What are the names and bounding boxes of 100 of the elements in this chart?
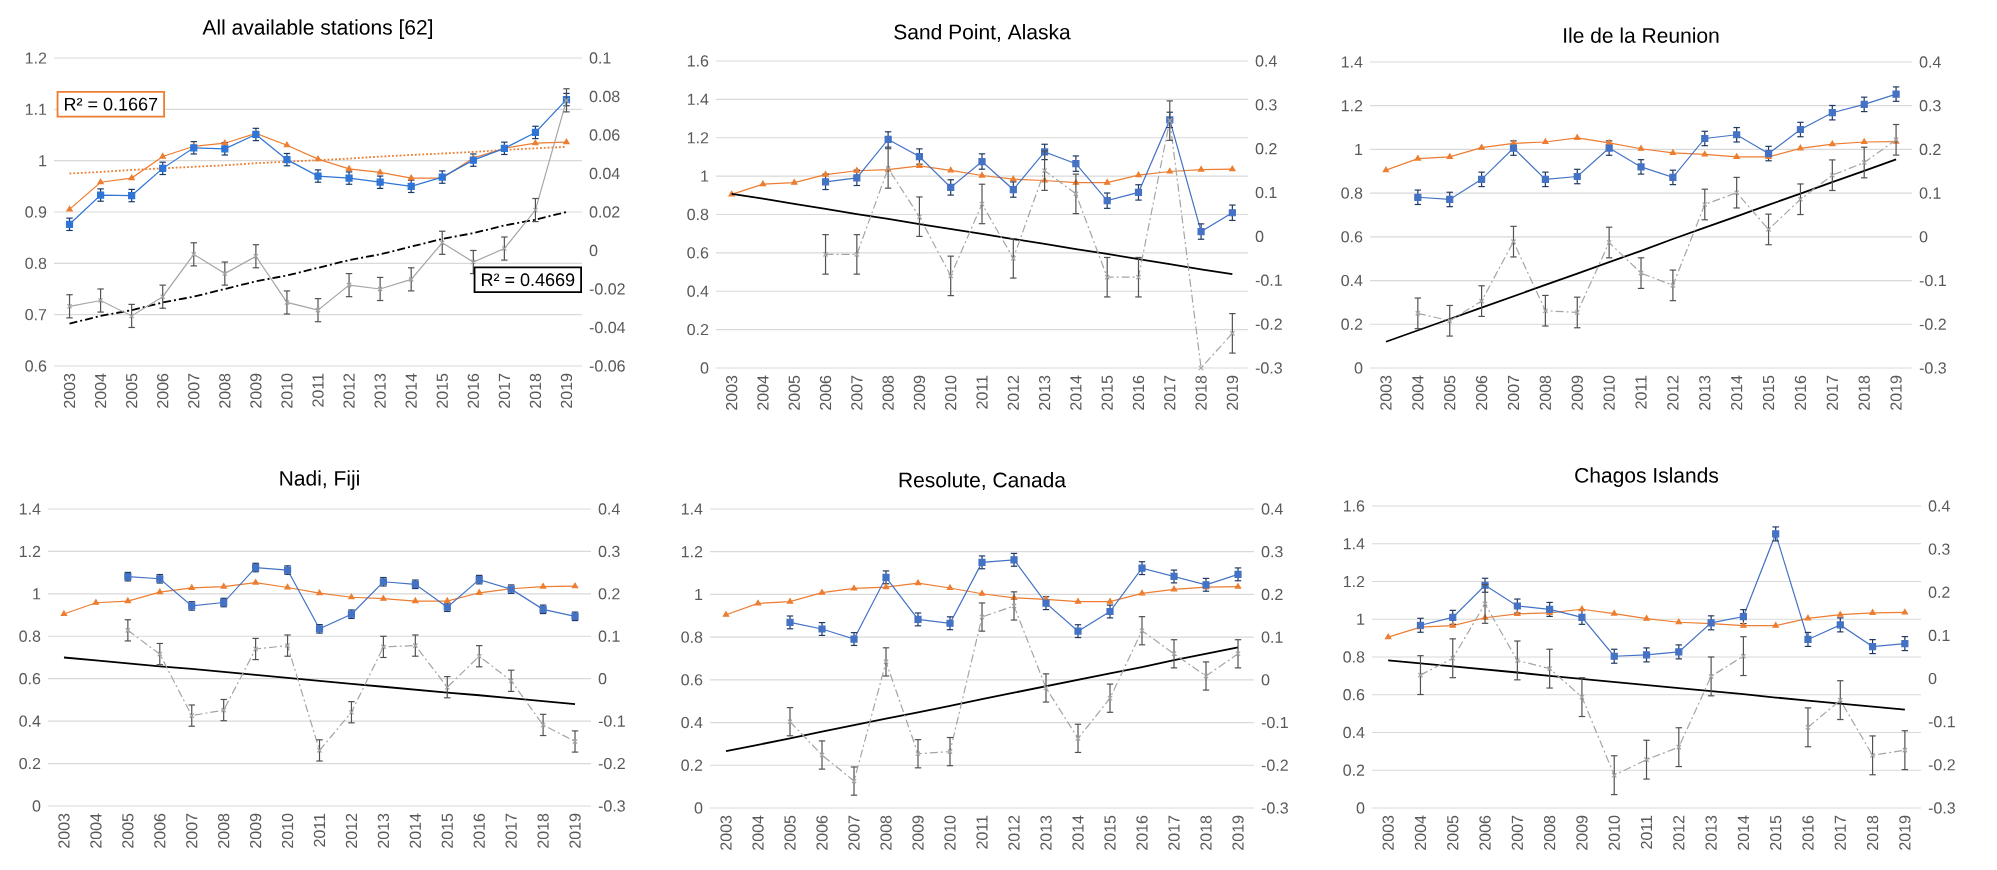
x-tick-label: 2008 (218, 813, 230, 848)
x-tick-label: 2018 (537, 813, 549, 848)
x-tick-label: 2005 (1444, 375, 1456, 410)
y-tick-label: 0.2 (19, 757, 41, 770)
x-tick-label: 2018 (1200, 815, 1212, 850)
y-tick-label: 1 (1355, 143, 1363, 155)
y2-tick-label: 0 (1255, 230, 1264, 243)
y-tick-label: 1.2 (25, 52, 47, 64)
y2-tick-label: -0.3 (598, 800, 625, 812)
x-tick-label: 2009 (913, 375, 926, 410)
x-tick-label: 2012 (1673, 815, 1685, 850)
x-tick-label: 2006 (816, 815, 828, 850)
x-tick-label: 2015 (1770, 815, 1782, 850)
y-tick-label: 0.2 (1341, 318, 1363, 330)
y2-tick-label: 0.06 (589, 129, 620, 141)
x-tick-label: 2016 (1794, 375, 1807, 410)
y-tick-label: 0.4 (1341, 274, 1363, 287)
y2-tick-label: -0.1 (1919, 274, 1946, 287)
x-tick-label: 2010 (1608, 815, 1620, 850)
y-tick-label: 0.8 (25, 257, 47, 269)
y2-tick-label: 0.2 (598, 588, 620, 600)
x-tick-label: 2016 (1802, 815, 1814, 850)
y-tick-label: 1.2 (687, 132, 709, 144)
y-tick-label: 1.6 (687, 55, 709, 67)
chart-title: Resolute, Canada (899, 472, 1067, 490)
y2-tick-label: 0.3 (1255, 99, 1277, 111)
x-tick-label: 2015 (1101, 375, 1113, 410)
x-tick-label: 2009 (1576, 815, 1588, 850)
x-tick-label: 2010 (944, 815, 956, 850)
annotation: R² = 0.1667 (65, 97, 158, 111)
y-tick-label: 1 (33, 588, 41, 600)
x-tick-label: 2005 (1447, 815, 1459, 850)
x-tick-label: 2003 (1380, 375, 1392, 410)
chart-title: Sand Point, Alaska (894, 24, 1071, 42)
y2-tick-label: 0 (1919, 231, 1928, 243)
x-tick-label: 2008 (882, 375, 894, 410)
x-tick-label: 2012 (1667, 375, 1679, 410)
x-tick-label: 2008 (880, 815, 892, 850)
y-tick-label: 0.9 (25, 206, 47, 218)
y2-tick-label: 0 (598, 673, 607, 685)
y-tick-label: 1.1 (25, 103, 47, 115)
y-tick-label: 0.7 (25, 308, 47, 321)
x-tick-label: 2011 (313, 813, 326, 847)
x-tick-label: 2014 (1070, 375, 1082, 410)
x-tick-label: 2005 (125, 373, 138, 408)
y2-tick-label: 0.1 (1255, 186, 1277, 199)
y2-tick-label: -0.2 (1261, 759, 1288, 771)
y2-tick-label: 0.04 (589, 167, 620, 180)
y2-tick-label: 0.1 (1928, 629, 1950, 642)
x-tick-label: 2012 (345, 813, 358, 848)
y-tick-label: 1 (701, 170, 709, 182)
y-tick-label: 0 (1354, 362, 1363, 374)
y-tick-label: 0.4 (1343, 726, 1365, 739)
x-tick-label: 2013 (1038, 375, 1051, 410)
x-tick-label: 2011 (976, 815, 988, 849)
x-tick-label: 2014 (1737, 815, 1750, 850)
x-tick-label: 2007 (1507, 375, 1520, 410)
chart-title: Ile de la Reunion (1564, 27, 1719, 43)
y2-tick-label: -0.2 (598, 757, 625, 770)
x-tick-label: 2016 (1132, 375, 1145, 410)
x-tick-label: 2007 (1511, 815, 1523, 850)
x-tick-label: 2019 (1890, 375, 1902, 410)
y-tick-label: 0.6 (19, 673, 41, 685)
y2-tick-label: 0.3 (1261, 546, 1283, 558)
y-tick-label: 0.8 (1341, 187, 1363, 199)
x-tick-label: 2003 (63, 373, 76, 408)
y2-tick-label: 0.02 (589, 206, 620, 218)
y-tick-label: 0.2 (687, 323, 709, 336)
x-tick-label: 2013 (377, 813, 390, 848)
x-tick-label: 2014 (409, 813, 421, 848)
x-tick-label: 2015 (441, 813, 453, 848)
x-tick-label: 2007 (848, 815, 860, 850)
x-tick-label: 2004 (757, 375, 769, 410)
y-tick-label: 0.6 (1341, 231, 1363, 243)
x-tick-label: 2004 (1414, 815, 1427, 850)
x-tick-label: 2011 (1640, 815, 1653, 849)
x-tick-label: 2015 (436, 373, 448, 408)
y2-tick-label: -0.1 (598, 715, 625, 727)
y2-tick-label: -0.1 (1928, 716, 1955, 728)
x-tick-label: 2019 (1232, 815, 1244, 850)
chart-title: Nadi, Fiji (280, 470, 359, 490)
y-tick-label: 0.2 (681, 759, 703, 771)
x-tick-label: 2017 (505, 813, 517, 848)
x-tick-label: 2019 (1899, 815, 1911, 850)
x-tick-label: 2018 (1866, 815, 1879, 850)
y2-tick-label: -0.3 (1919, 362, 1946, 374)
x-tick-label: 2016 (473, 813, 485, 848)
x-tick-label: 2015 (1762, 375, 1775, 410)
x-tick-label: 2003 (1382, 815, 1394, 850)
x-tick-label: 2006 (157, 373, 169, 408)
x-tick-label: 2017 (1834, 815, 1846, 850)
x-tick-label: 2008 (219, 373, 231, 408)
y2-tick-label: 0.4 (598, 503, 620, 515)
y-tick-label: 0 (700, 362, 709, 374)
x-tick-label: 2007 (851, 375, 863, 410)
y-tick-label: 0.6 (681, 674, 703, 686)
y2-tick-label: 0 (1928, 672, 1937, 685)
x-tick-label: 2004 (90, 813, 102, 848)
x-tick-label: 2006 (154, 813, 166, 848)
y-tick-label: 1 (39, 155, 47, 167)
